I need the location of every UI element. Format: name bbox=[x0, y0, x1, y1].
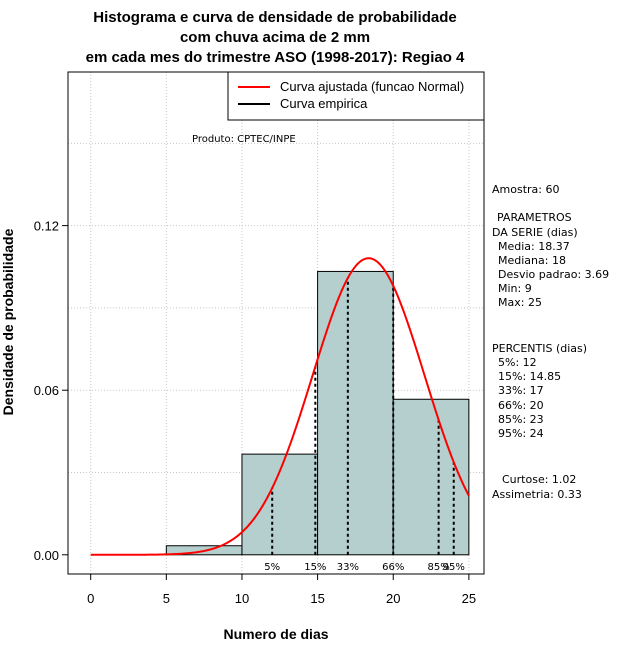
stat-min: Min: 9 bbox=[498, 282, 532, 295]
stat-p5: 5%: 12 bbox=[498, 356, 537, 369]
stat-param-title-1: PARAMETROS bbox=[497, 211, 572, 224]
percentile-label-15: 15% bbox=[304, 562, 326, 573]
stat-p85: 85%: 23 bbox=[498, 413, 544, 426]
credit-text: Produto: CPTEC/INPE bbox=[192, 134, 296, 145]
legend-label-normal: Curva ajustada (funcao Normal) bbox=[280, 79, 464, 94]
x-tick-label: 0 bbox=[87, 591, 94, 606]
legend-box bbox=[227, 71, 485, 121]
stat-desvio: Desvio padrao: 3.69 bbox=[498, 268, 609, 281]
x-tick-label: 15 bbox=[310, 591, 324, 606]
stat-p66: 66%: 20 bbox=[498, 399, 544, 412]
y-tick-label: 0.00 bbox=[34, 548, 59, 563]
legend: Curva ajustada (funcao Normal) Curva emp… bbox=[227, 71, 485, 121]
axes: 0 5 10 15 20 25 0.00 0.06 0.12 bbox=[34, 219, 476, 606]
stats-panel: Amostra: 60 PARAMETROS DA SERIE (dias) M… bbox=[492, 183, 609, 501]
percentile-label-5: 5% bbox=[264, 562, 280, 573]
chart-title-line-1: Histograma e curva de densidade de proba… bbox=[93, 9, 456, 26]
percentile-label-33: 33% bbox=[337, 562, 359, 573]
histogram-bar-3 bbox=[317, 270, 394, 556]
percentile-labels: 5% 15% 33% 66% 85%95% bbox=[264, 562, 465, 573]
percentile-label-85: 85% bbox=[428, 562, 450, 573]
stat-mediana: Mediana: 18 bbox=[498, 254, 566, 267]
chart-title-line-3: em cada mes do trimestre ASO (1998-2017)… bbox=[86, 49, 465, 66]
percentile-label-66: 66% bbox=[382, 562, 404, 573]
x-tick-label: 10 bbox=[235, 591, 249, 606]
x-tick-label: 20 bbox=[386, 591, 400, 606]
normal-fit-curve bbox=[90, 257, 470, 556]
legend-label-empirical: Curva empirica bbox=[280, 96, 368, 111]
stat-assimetria: Assimetria: 0.33 bbox=[492, 488, 582, 501]
stat-p33: 33%: 17 bbox=[498, 384, 544, 397]
x-tick-label: 25 bbox=[462, 591, 476, 606]
x-axis-label: Numero de dias bbox=[223, 626, 328, 642]
stat-max: Max: 25 bbox=[498, 296, 542, 309]
histogram-bar-4 bbox=[392, 398, 470, 556]
stat-curtose: Curtose: 1.02 bbox=[502, 473, 576, 486]
stat-perc-title: PERCENTIS (dias) bbox=[492, 342, 587, 355]
stat-amostra: Amostra: 60 bbox=[492, 183, 559, 196]
x-tick-label: 5 bbox=[163, 591, 170, 606]
stat-param-title-2: DA SERIE (dias) bbox=[492, 226, 578, 239]
stat-media: Media: 18.37 bbox=[498, 240, 570, 253]
stat-p95: 95%: 24 bbox=[498, 427, 544, 440]
histogram-bars bbox=[165, 270, 470, 556]
percentile-lines bbox=[271, 277, 455, 555]
y-axis-label: Densidade de probabilidade bbox=[0, 228, 16, 415]
chart-title-line-2: com chuva acima de 2 mm bbox=[180, 29, 370, 46]
stat-p15: 15%: 14.85 bbox=[498, 370, 561, 383]
y-tick-label: 0.12 bbox=[34, 219, 59, 234]
y-tick-label: 0.06 bbox=[34, 383, 59, 398]
percentile-label-95: 95% bbox=[443, 562, 465, 573]
